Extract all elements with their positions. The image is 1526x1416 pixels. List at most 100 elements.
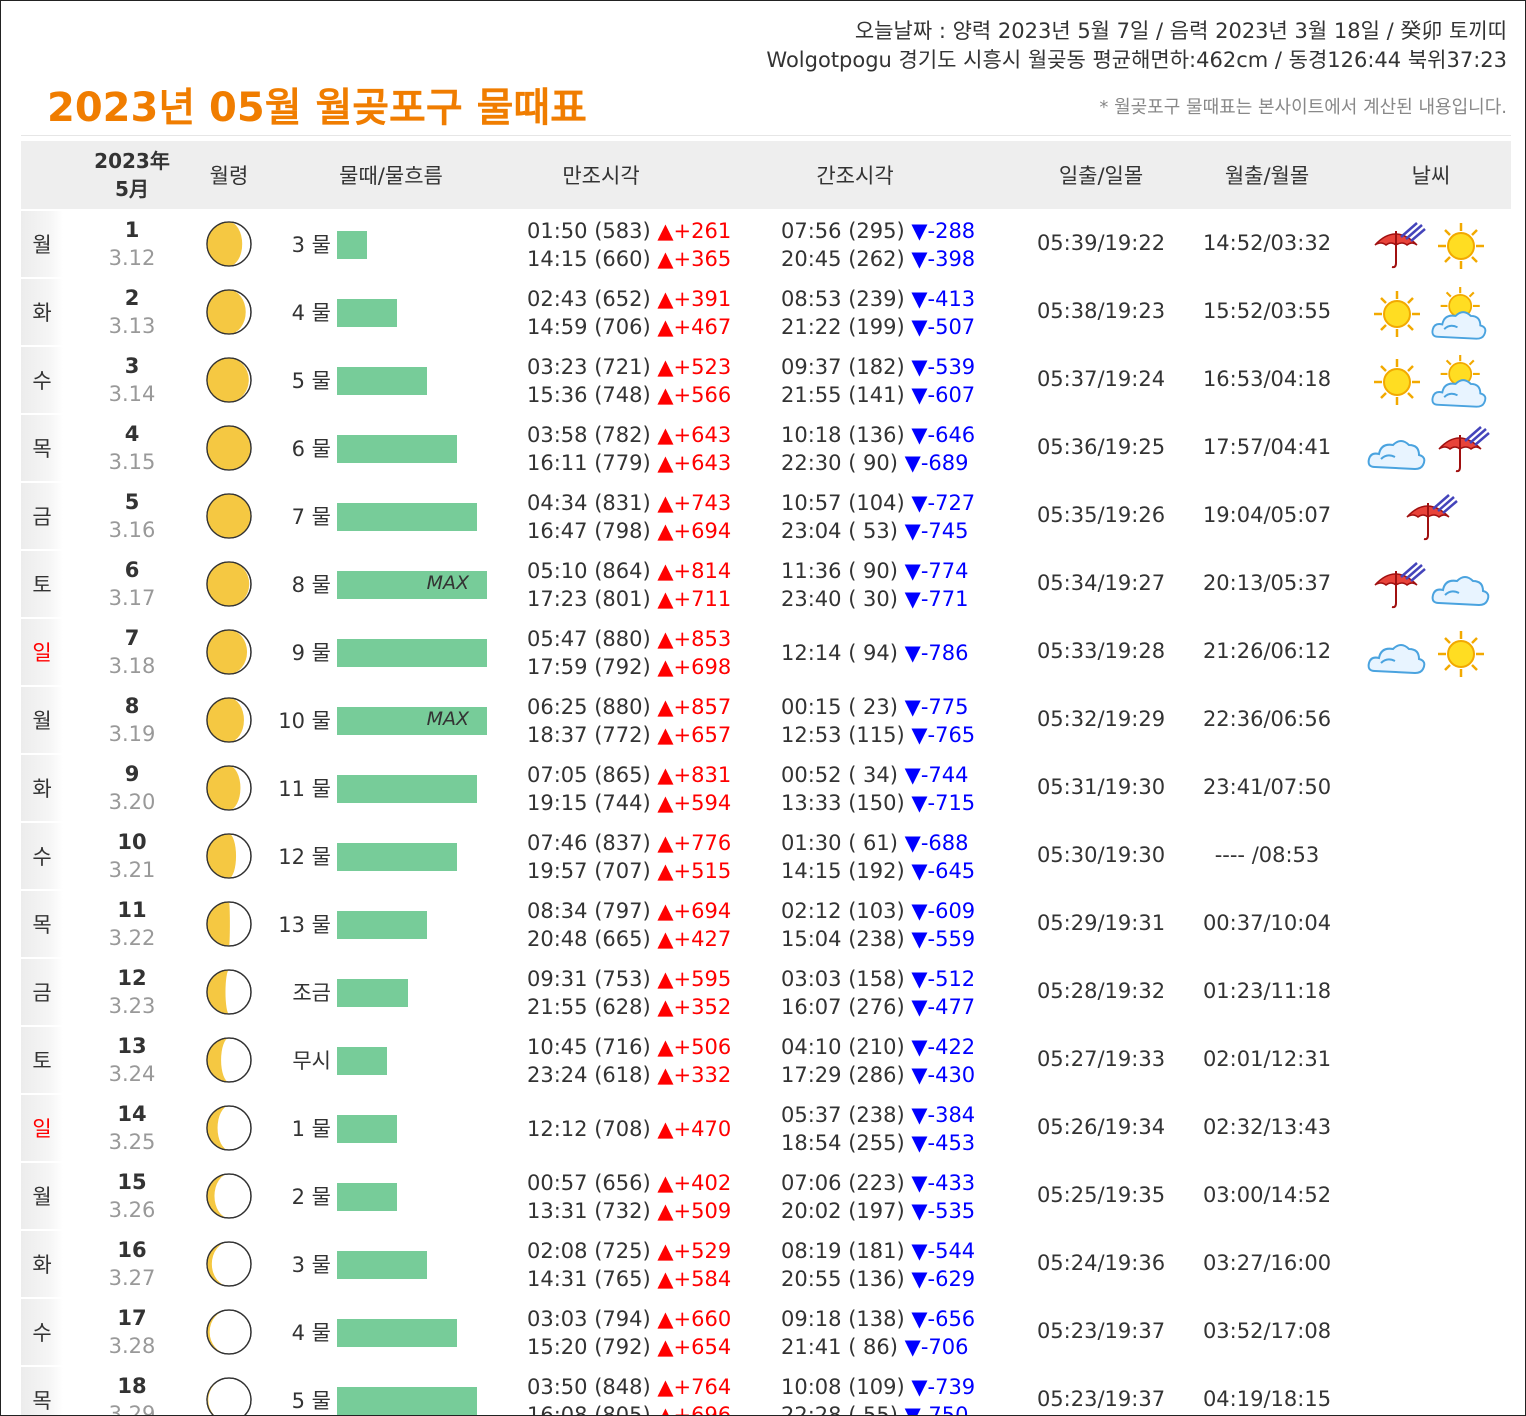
moonrise-moonset: 02:01/12:31 xyxy=(1202,1047,1332,1071)
low-tide-change: ▼-477 xyxy=(911,995,976,1019)
low-tide-change: ▼-706 xyxy=(904,1335,969,1359)
today-date: 오늘날짜 : 양력 2023년 5월 7일 / 음력 2023년 3월 18일 … xyxy=(854,19,1507,43)
low-tide-time: 17:29 (286) xyxy=(781,1063,905,1087)
moon-phase-icon xyxy=(205,356,253,404)
low-tide-time: 02:12 (103) xyxy=(781,899,905,923)
low-tide-cell: 10:57 (104) ▼-727 23:04 ( 53) ▼-745 xyxy=(781,489,1001,545)
day-of-week: 화 xyxy=(21,279,63,345)
low-tide-time: 22:28 ( 55) xyxy=(781,1403,898,1416)
low-tide-time: 13:33 (150) xyxy=(781,791,905,815)
column-low-tide: 간조시각 xyxy=(816,164,894,188)
moonrise-moonset: 03:27/16:00 xyxy=(1202,1251,1332,1275)
high-tide-cell: 03:03 (794) ▲+660 15:20 (792) ▲+654 xyxy=(527,1305,747,1361)
tide-flow-bar xyxy=(337,639,487,667)
high-tide-cell: 07:46 (837) ▲+776 19:57 (707) ▲+515 xyxy=(527,829,747,885)
day-of-week: 목 xyxy=(21,891,63,957)
day-of-week: 월 xyxy=(21,687,63,753)
high-tide-time: 04:34 (831) xyxy=(527,491,651,515)
low-tide-time: 12:53 (115) xyxy=(781,723,905,747)
high-tide-cell: 03:50 (848) ▲+764 16:08 (805) ▲+696 xyxy=(527,1373,747,1415)
low-tide-time: 12:14 ( 94) xyxy=(781,641,898,665)
tide-name: 3 물 xyxy=(291,1253,331,1277)
low-tide-cell: 00:15 ( 23) ▼-775 12:53 (115) ▼-765 xyxy=(781,693,1001,749)
tide-name: 11 물 xyxy=(278,777,331,801)
solar-day: 1 xyxy=(124,218,140,242)
high-tide-change: ▲+654 xyxy=(657,1335,732,1359)
low-tide-cell: 01:30 ( 61) ▼-688 14:15 (192) ▼-645 xyxy=(781,829,1001,885)
high-tide-cell: 10:45 (716) ▲+506 23:24 (618) ▲+332 xyxy=(527,1033,747,1089)
low-tide-time: 00:15 ( 23) xyxy=(781,695,898,719)
page-title: 2023년 05월 월곶포구 물때표 xyxy=(47,85,587,131)
table-row: 수 3 3.14 5 물 03:23 (721) ▲+523 15:36 (748… xyxy=(21,347,1511,415)
max-label: MAX xyxy=(426,572,469,594)
table-row: 수 17 3.28 4 물 03:03 (794) ▲+660 15:20 (79… xyxy=(21,1299,1511,1367)
low-tide-change: ▼-750 xyxy=(904,1403,969,1416)
high-tide-time: 07:46 (837) xyxy=(527,831,651,855)
low-tide-cell: 04:10 (210) ▼-422 17:29 (286) ▼-430 xyxy=(781,1033,1001,1089)
moonrise-moonset: ---- /08:53 xyxy=(1214,843,1320,867)
column-high-tide: 만조시각 xyxy=(562,164,640,188)
high-tide-change: ▲+352 xyxy=(657,995,732,1019)
high-tide-cell: 05:47 (880) ▲+853 17:59 (792) ▲+698 xyxy=(527,625,747,681)
high-tide-change: ▲+814 xyxy=(657,559,732,583)
sun-icon xyxy=(1365,355,1429,409)
rain-icon xyxy=(1365,219,1429,273)
sunrise-sunset: 05:38/19:23 xyxy=(1036,299,1166,323)
low-tide-time: 01:30 ( 61) xyxy=(781,831,898,855)
high-tide-cell: 02:08 (725) ▲+529 14:31 (765) ▲+584 xyxy=(527,1237,747,1293)
high-tide-cell: 07:05 (865) ▲+831 19:15 (744) ▲+594 xyxy=(527,761,747,817)
lunar-date: 3.20 xyxy=(108,790,156,814)
day-of-week: 목 xyxy=(21,1367,63,1415)
low-tide-change: ▼-645 xyxy=(911,859,976,883)
max-label: MAX xyxy=(426,708,469,730)
partly-cloudy-icon xyxy=(1429,286,1493,341)
low-tide-change: ▼-433 xyxy=(911,1171,976,1195)
table-row: 월 15 3.26 2 물 00:57 (656) ▲+402 13:31 (73… xyxy=(21,1163,1511,1231)
low-tide-time: 08:53 (239) xyxy=(781,287,905,311)
low-tide-cell: 00:52 ( 34) ▼-744 13:33 (150) ▼-715 xyxy=(781,761,1001,817)
high-tide-time: 01:50 (583) xyxy=(527,219,651,243)
tide-name: 13 물 xyxy=(278,913,331,937)
high-tide-change: ▲+643 xyxy=(657,423,732,447)
high-tide-time: 16:47 (798) xyxy=(527,519,651,543)
moon-phase-icon xyxy=(205,696,253,744)
low-tide-time: 21:55 (141) xyxy=(781,383,905,407)
solar-day: 10 xyxy=(117,830,147,854)
solar-day: 18 xyxy=(117,1374,147,1398)
lunar-date: 3.25 xyxy=(108,1130,156,1154)
location-info: Wolgotpogu 경기도 시흥시 월곶동 평균해면하:462cm / 동경1… xyxy=(766,48,1507,72)
lunar-date: 3.29 xyxy=(108,1402,156,1416)
tide-name: 2 물 xyxy=(291,1185,331,1209)
lunar-date: 3.27 xyxy=(108,1266,156,1290)
moon-phase-icon xyxy=(205,492,253,540)
day-of-week: 금 xyxy=(21,483,63,549)
high-tide-change: ▲+595 xyxy=(657,967,732,991)
table-row: 금 5 3.16 7 물 04:34 (831) ▲+743 16:47 (798… xyxy=(21,483,1511,551)
rain-icon xyxy=(1429,423,1493,477)
high-tide-change: ▲+506 xyxy=(657,1035,732,1059)
moonrise-moonset: 03:52/17:08 xyxy=(1202,1319,1332,1343)
partly-cloudy-icon xyxy=(1429,354,1493,409)
moonrise-moonset: 00:37/10:04 xyxy=(1202,911,1332,935)
low-tide-time: 10:08 (109) xyxy=(781,1375,905,1399)
high-tide-change: ▲+365 xyxy=(657,247,732,271)
high-tide-cell: 06:25 (880) ▲+857 18:37 (772) ▲+657 xyxy=(527,693,747,749)
low-tide-change: ▼-539 xyxy=(911,355,976,379)
low-tide-time: 14:15 (192) xyxy=(781,859,905,883)
solar-day: 9 xyxy=(124,762,140,786)
high-tide-change: ▲+643 xyxy=(657,451,732,475)
tide-name: 6 물 xyxy=(291,437,331,461)
table-row: 일 7 3.18 9 물 05:47 (880) ▲+853 17:59 (792… xyxy=(21,619,1511,687)
moonrise-moonset: 20:13/05:37 xyxy=(1202,571,1332,595)
solar-day: 5 xyxy=(124,490,140,514)
cloud-icon xyxy=(1429,559,1493,613)
tide-flow-bar xyxy=(337,775,477,803)
low-tide-change: ▼-715 xyxy=(911,791,976,815)
sunrise-sunset: 05:29/19:31 xyxy=(1036,911,1166,935)
tide-name: 4 물 xyxy=(291,301,331,325)
moon-phase-icon xyxy=(205,968,253,1016)
table-row: 화 2 3.13 4 물 02:43 (652) ▲+391 14:59 (706… xyxy=(21,279,1511,347)
tide-flow-bar xyxy=(337,231,367,259)
high-tide-change: ▲+509 xyxy=(657,1199,732,1223)
column-moon-age: 월령 xyxy=(209,164,249,188)
